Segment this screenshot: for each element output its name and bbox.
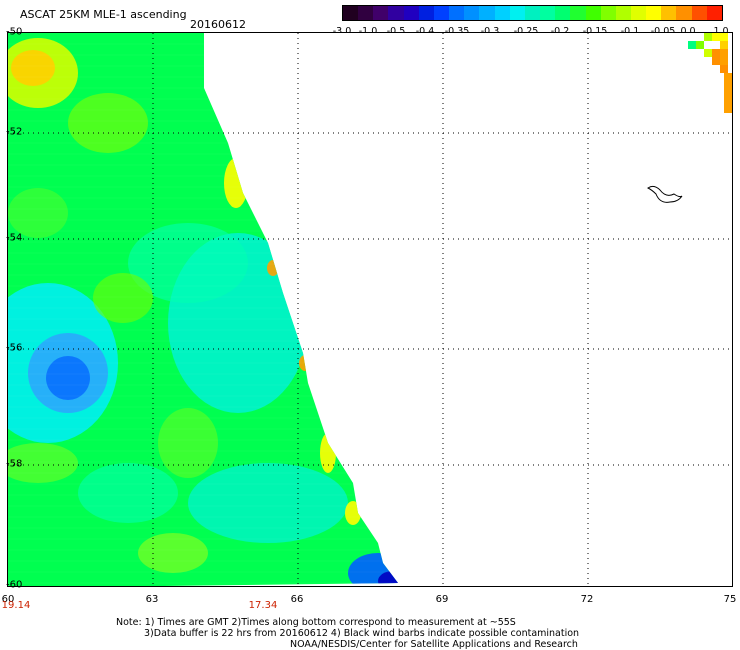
colorbar-label: -0.4 [416,26,435,37]
colorbar-segment [540,6,556,20]
cyan-region [188,463,348,543]
lon-label-66: 66 [290,594,304,605]
lon-label-69: 69 [435,594,449,605]
deep-blue-region [46,356,90,400]
time-label-left: 19.14 [1,600,31,611]
colorbar-segment [494,6,510,20]
deep-blue-edge [378,571,398,586]
colorbar-segment [630,6,647,20]
yellow-edge [320,433,336,473]
swath-cell-ne [712,33,720,41]
colorbar-label: -0.05 [651,26,676,37]
colorbar-segment [615,6,631,20]
colorbar-segment [676,6,692,20]
lat-label-50: -50 [6,26,23,38]
swath-cell-ne [712,49,720,57]
colorbar-segment [691,6,707,20]
map-title: ASCAT 25KM MLE-1 ascending [20,8,187,21]
lime-region [158,408,218,478]
colorbar-segment [464,6,480,20]
colorbar-segment [343,6,359,20]
colorbar-segment [585,6,601,20]
colorbar-segment [373,6,389,20]
lon-label-75: 75 [723,594,737,605]
orange-edge [267,260,279,276]
colorbar-label: -0.15 [583,26,608,37]
swath-strip-ne [724,73,732,113]
lat-label-52: -52 [6,126,23,138]
colorbar-segment [570,6,586,20]
colorbar-labels: -3.0 -1.0 -0.5 -0.4 -0.35 -0.3 -0.25 -0.2 -0.15 -… [330,26,740,38]
colorbar-segment [433,6,450,20]
swath-cell-ne [720,57,728,65]
lon-label-60: 60 [1,594,15,605]
lime-region [8,188,68,238]
swath-cell-ne [696,41,704,49]
colorbar-segment [600,6,616,20]
lime-region [138,533,208,573]
swath-cell-ne [704,49,712,57]
colorbar-label: 1.0 [713,26,728,37]
colorbar-segment [646,6,662,20]
yellow-edge [345,501,361,525]
lat-label-60: -60 [6,579,23,591]
mint-region [128,223,248,303]
swath-cell-ne [712,57,720,65]
lat-label-54: -54 [6,232,23,244]
lon-label-63: 63 [145,594,159,605]
colorbar-label: -0.35 [445,26,470,37]
colorbar-segment [661,6,677,20]
swath-cell-ne [720,65,728,73]
colorbar-segment [555,6,571,20]
orange-region [11,50,55,86]
colorbar-label: -0.2 [551,26,570,37]
colorbar-segment [449,6,465,20]
note-line-3: NOAA/NESDIS/Center for Satellite Applica… [290,639,578,650]
colorbar-segment [358,6,374,20]
colorbar-segment [706,6,722,20]
lime-region [68,93,148,153]
colorbar-segment [524,6,541,20]
swath-cell-ne [704,33,712,41]
map-canvas [8,33,732,586]
mint-region [78,463,178,523]
note-line-2: 3)Data buffer is 22 hrs from 20160612 4)… [144,628,580,639]
time-label-mid: 17.34 [248,600,278,611]
colorbar-label: 0.0 [680,26,695,37]
swath-layer [8,33,398,586]
colorbar [342,5,723,21]
lat-label-56: -56 [6,342,23,354]
colorbar-segment [388,6,404,20]
colorbar-label: -1.0 [359,26,378,37]
map-plot [7,32,733,587]
colorbar-label: -0.3 [481,26,500,37]
swath-cell-ne [688,41,696,49]
colorbar-segment [479,6,495,20]
colorbar-label: -0.25 [514,26,539,37]
note-line-1: Note: 1) Times are GMT 2)Times along bot… [116,617,516,628]
colorbar-segment [509,6,525,20]
lime-region [93,273,153,323]
swath-cell-ne [720,49,728,57]
island-outline [647,185,683,203]
lon-label-72: 72 [580,594,594,605]
lime-region [8,443,78,483]
colorbar-segment [418,6,434,20]
colorbar-label: -3.0 [333,26,352,37]
map-date: 20160612 [190,18,246,31]
colorbar-label: -0.1 [621,26,640,37]
colorbar-label: -0.5 [387,26,406,37]
swath-cell-ne [720,41,728,49]
swath-cell-ne [720,33,728,41]
colorbar-segment [403,6,419,20]
lat-label-58: -58 [6,458,23,470]
